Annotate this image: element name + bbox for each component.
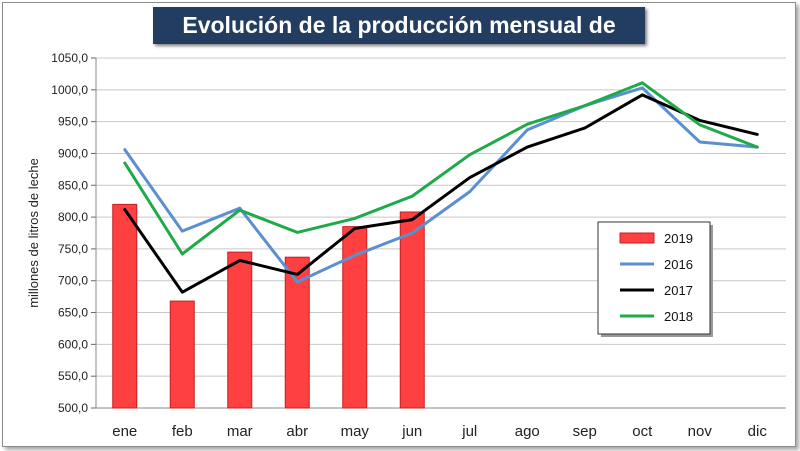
line-series (123, 81, 759, 294)
y-tick-label: 800,0 (58, 210, 88, 224)
x-tick-label: jul (461, 423, 477, 440)
y-tick-label: 500,0 (58, 401, 88, 415)
legend-label: 2018 (664, 309, 693, 324)
bar-2019 (227, 251, 253, 409)
y-tick-label: 600,0 (58, 337, 88, 351)
x-tick-label: dic (748, 423, 768, 440)
y-tick-label: 700,0 (58, 274, 88, 288)
y-tick-label: 550,0 (58, 369, 88, 383)
x-tick-label: sep (573, 423, 597, 440)
legend-label: 2017 (664, 283, 693, 298)
x-tick-label: mar (227, 423, 253, 440)
legend-label: 2016 (664, 257, 693, 272)
y-axis-label: millones de litros de leche (26, 158, 41, 308)
grid-lines (91, 57, 786, 409)
y-tick-label: 1000,0 (51, 83, 88, 97)
x-tick-label: nov (688, 423, 713, 440)
x-tick-label: ago (515, 423, 540, 440)
bar-2019 (169, 300, 195, 409)
y-tick-label: 950,0 (58, 115, 88, 129)
y-tick-label: 850,0 (58, 178, 88, 192)
y-tick-label: 900,0 (58, 146, 88, 160)
x-tick-label: may (341, 423, 370, 440)
x-tick-label: jun (401, 423, 422, 440)
bar-2019 (112, 203, 138, 409)
x-tick-label: feb (172, 423, 193, 440)
line-series-2017 (123, 93, 759, 294)
x-tick-label: oct (632, 423, 653, 440)
x-axis-ticks: ene feb mar abr may jun jul ago sep oct nov dic (112, 423, 767, 440)
y-axis-ticks: 500,0 550,0 600,0 650,0 700,0 750,0 800,0 850,0… (51, 51, 88, 415)
y-tick-label: 650,0 (58, 306, 88, 320)
legend-label: 2019 (664, 231, 693, 246)
line-series-2018 (123, 81, 759, 256)
legend-swatch-2019 (619, 232, 655, 244)
bar-2019 (399, 211, 425, 409)
legend: 2019 2016 2017 2018 (597, 221, 713, 337)
chart-title: Evolución de la producción mensual de le… (153, 7, 645, 75)
bar-series-2019 (112, 203, 425, 409)
y-tick-label: 750,0 (58, 242, 88, 256)
x-tick-label: ene (112, 423, 137, 440)
line-series-2016 (123, 86, 759, 284)
x-tick-label: abr (286, 423, 308, 440)
y-tick-label: 1050,0 (51, 51, 88, 65)
